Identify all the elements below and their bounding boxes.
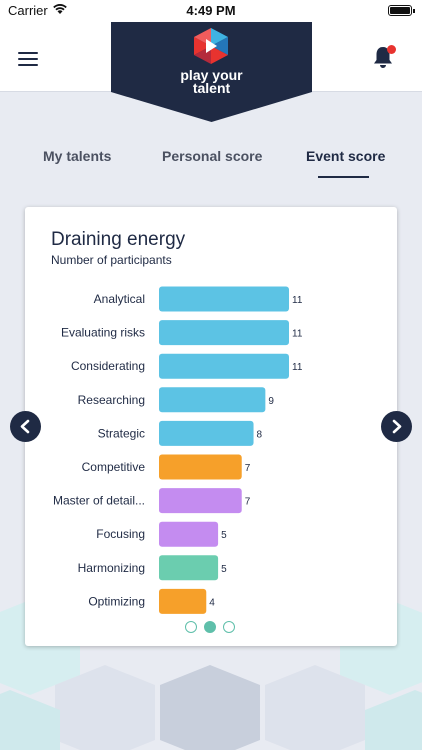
tab-event-score[interactable]: Event score bbox=[306, 148, 386, 164]
logo-hexagon-icon bbox=[194, 28, 228, 64]
bar bbox=[159, 488, 242, 514]
bar bbox=[159, 353, 289, 379]
tab-my-talents[interactable]: My talents bbox=[43, 148, 112, 164]
pager-dot-3[interactable] bbox=[223, 621, 235, 633]
carrier-label: Carrier bbox=[8, 3, 48, 18]
notification-dot bbox=[387, 45, 396, 54]
brand-name: play your talent bbox=[111, 67, 312, 96]
status-bar: Carrier 4:49 PM bbox=[0, 0, 422, 22]
category-label: Competitive bbox=[82, 460, 146, 474]
bar bbox=[159, 320, 289, 346]
brand-line-1: play your bbox=[180, 67, 243, 83]
pager-dots bbox=[185, 621, 245, 635]
bar-value-label: 8 bbox=[257, 429, 263, 440]
pager-dot-1[interactable] bbox=[185, 621, 197, 633]
bell-icon[interactable] bbox=[372, 45, 396, 71]
bar-value-label: 11 bbox=[292, 295, 303, 306]
bar-value-label: 5 bbox=[221, 530, 227, 541]
brand-line-2: talent bbox=[192, 80, 231, 96]
hamburger-menu-icon[interactable] bbox=[18, 52, 38, 68]
next-arrow-button[interactable] bbox=[381, 411, 412, 442]
category-label: Harmonizing bbox=[78, 561, 145, 575]
bar-value-label: 11 bbox=[292, 362, 303, 373]
status-time: 4:49 PM bbox=[186, 3, 236, 18]
category-label: Evaluating risks bbox=[61, 326, 145, 340]
chart-subtitle: Number of participants bbox=[51, 253, 172, 267]
bar bbox=[159, 521, 219, 547]
pager-dot-2[interactable] bbox=[204, 621, 216, 633]
bar bbox=[159, 286, 289, 312]
bar-value-label: 4 bbox=[209, 597, 215, 608]
bar-value-label: 5 bbox=[221, 564, 227, 575]
bar-value-label: 9 bbox=[268, 396, 274, 407]
bar bbox=[159, 454, 242, 480]
previous-arrow-button[interactable] bbox=[10, 411, 41, 442]
category-label: Researching bbox=[78, 393, 145, 407]
chevron-left-icon bbox=[20, 419, 30, 434]
chart-card: Draining energy Number of participants A… bbox=[25, 207, 397, 646]
bar-value-label: 7 bbox=[245, 463, 251, 474]
category-label: Optimizing bbox=[88, 594, 145, 608]
wifi-icon bbox=[52, 3, 68, 18]
category-label: Focusing bbox=[96, 527, 145, 541]
battery-icon bbox=[388, 5, 415, 16]
bar bbox=[159, 420, 254, 446]
tab-personal-score[interactable]: Personal score bbox=[162, 148, 263, 164]
category-label: Master of detail... bbox=[53, 494, 145, 508]
category-label: Strategic bbox=[98, 426, 145, 440]
bar-value-label: 7 bbox=[245, 497, 251, 508]
bar-value-label: 11 bbox=[292, 329, 303, 340]
category-label: Considerating bbox=[71, 359, 145, 373]
bar bbox=[159, 387, 266, 413]
category-label: Analytical bbox=[94, 292, 145, 306]
tab-bar: My talents Personal score Event score bbox=[0, 146, 422, 180]
chart-title: Draining energy bbox=[51, 229, 186, 250]
bar bbox=[159, 555, 219, 581]
bar-chart: Analytical 11 Evaluating risks 11 Considerat… bbox=[53, 286, 303, 614]
brand-logo: play your talent bbox=[111, 22, 312, 122]
active-tab-indicator bbox=[318, 176, 369, 178]
bar bbox=[159, 588, 207, 614]
chevron-right-icon bbox=[392, 419, 402, 434]
